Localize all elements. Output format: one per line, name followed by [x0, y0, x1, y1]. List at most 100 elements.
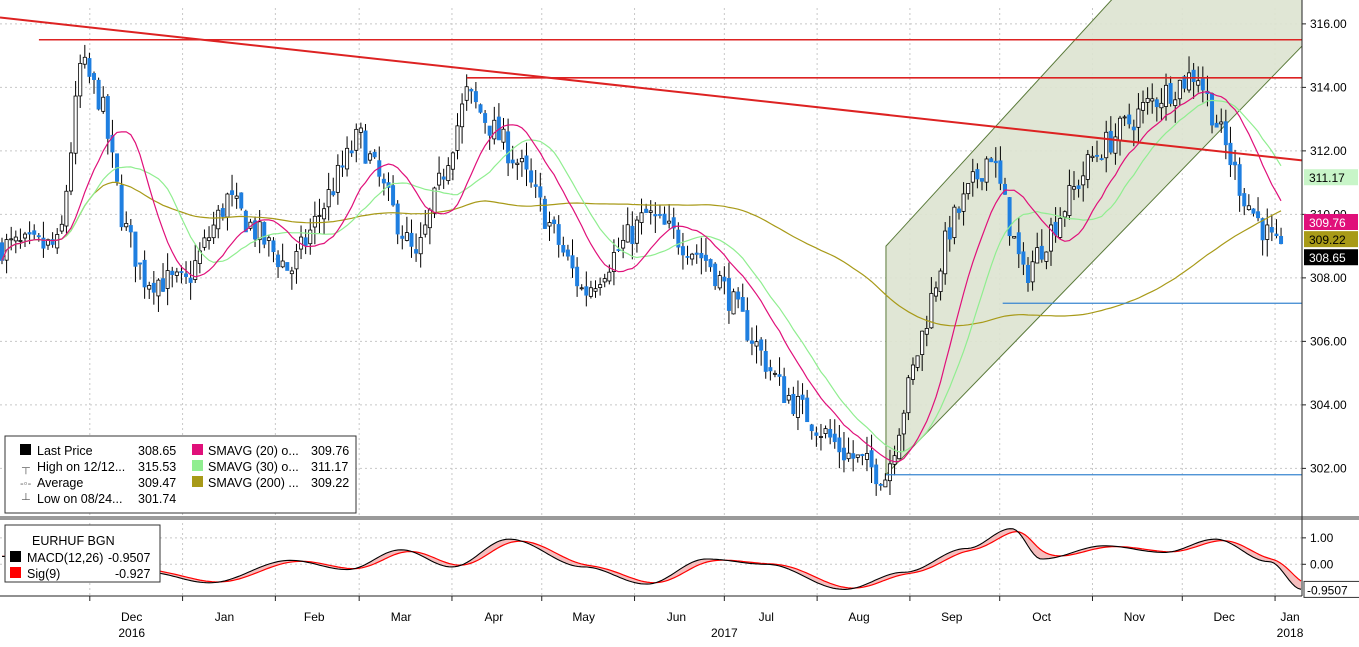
- candle-body: [768, 367, 773, 372]
- candle-body: [634, 219, 639, 244]
- candle-body: [956, 208, 961, 213]
- candle-body: [878, 483, 883, 486]
- candle-body: [1269, 227, 1274, 233]
- candle-body: [676, 229, 681, 248]
- candle-body: [492, 119, 497, 140]
- candle-body: [271, 240, 276, 253]
- candle-body: [717, 275, 722, 289]
- candle-body: [910, 364, 915, 380]
- macd-legend-value-macd: -0.9507: [108, 551, 150, 565]
- candle-body: [897, 434, 902, 460]
- macd-layer: [2, 528, 1302, 590]
- candle-body: [611, 252, 616, 272]
- candle-body: [1210, 93, 1215, 126]
- candle-body: [335, 164, 340, 193]
- candle-body: [726, 278, 731, 311]
- candle-body: [220, 208, 225, 217]
- candle-body: [924, 328, 929, 335]
- candle-body: [478, 104, 483, 113]
- candle-body: [312, 215, 317, 228]
- candle-body: [625, 224, 630, 243]
- candle-body: [418, 237, 423, 255]
- candle-body: [450, 152, 455, 170]
- legend-average-icon: -◦-: [20, 478, 32, 490]
- candle-body: [630, 225, 635, 245]
- candle-body: [101, 96, 106, 112]
- year-label-2018: 2018: [1277, 626, 1304, 640]
- price-legend-box: [4, 435, 357, 514]
- candle-body: [188, 277, 193, 283]
- candle-body: [82, 56, 87, 65]
- candle-body: [501, 128, 506, 143]
- macd-legend-swatch-macd: [10, 551, 21, 562]
- candle-body: [1131, 126, 1136, 131]
- candle-body: [55, 234, 60, 249]
- candle-body: [363, 130, 368, 164]
- candle-body: [961, 193, 966, 212]
- candle-body: [1168, 83, 1173, 104]
- price-label-box-0: [1304, 169, 1358, 186]
- y-tick-label-5: 312.00: [1310, 144, 1347, 158]
- candle-body: [225, 193, 230, 218]
- candle-body: [657, 214, 662, 216]
- candle-body: [1246, 205, 1251, 211]
- candle-body: [87, 58, 92, 77]
- macd-last-label: -0.9507: [1307, 583, 1348, 597]
- candle-body: [138, 262, 143, 265]
- candle-body: [105, 96, 110, 139]
- macd-y-tick-label-0: 1.00: [1310, 531, 1334, 545]
- candle-body: [887, 463, 892, 482]
- candle-body: [984, 158, 989, 183]
- candle-body: [230, 190, 235, 195]
- candle-body: [303, 237, 308, 246]
- candle-body: [128, 225, 133, 233]
- candle-body: [349, 150, 354, 154]
- month-label-feb: Feb: [304, 610, 325, 624]
- candle-body: [943, 230, 948, 275]
- candle-body: [96, 79, 101, 110]
- candle-body: [644, 208, 649, 213]
- candle-body: [207, 237, 212, 241]
- candle-body: [46, 239, 51, 246]
- legend-swatch-sma200: [192, 476, 203, 487]
- candle-body: [1099, 158, 1104, 160]
- candle-body: [1223, 121, 1228, 146]
- candle-body: [621, 239, 626, 249]
- candle-body: [1260, 218, 1265, 241]
- candle-body: [671, 217, 676, 229]
- levels-layer: [0, 16, 1303, 476]
- candle-body: [713, 263, 718, 287]
- month-label-jan: Jan: [215, 610, 234, 624]
- candle-body: [460, 103, 465, 128]
- candle-body: [156, 279, 161, 297]
- candle-body: [358, 127, 363, 133]
- candle-body: [326, 189, 331, 208]
- macd-legend-value-signal: -0.927: [115, 567, 150, 581]
- candle-body: [736, 291, 741, 300]
- legend-value-low: 301.74: [138, 492, 176, 506]
- candle-body: [202, 237, 207, 248]
- candle-body: [662, 213, 667, 225]
- candle-body: [9, 238, 14, 241]
- candle-body: [901, 412, 906, 435]
- candle-body: [1090, 155, 1095, 159]
- candle-body: [372, 151, 377, 158]
- candle-body: [1191, 69, 1196, 82]
- candle-body: [745, 310, 750, 341]
- candle-body: [639, 212, 644, 223]
- candle-body: [59, 223, 64, 232]
- candle-body: [828, 429, 833, 438]
- candle-body: [979, 178, 984, 182]
- price-label-2: 309.22: [1309, 233, 1346, 247]
- candle-body: [1067, 185, 1072, 216]
- candle-body: [593, 288, 598, 292]
- candle-body: [234, 195, 239, 199]
- candle-body: [1044, 251, 1049, 262]
- candle-body: [1016, 232, 1021, 255]
- candle-body: [1035, 247, 1040, 264]
- candle-body: [777, 374, 782, 377]
- candle-body: [1150, 98, 1155, 102]
- candle-body: [791, 393, 796, 415]
- price-label-box-3: [1304, 249, 1358, 266]
- year-label-2016: 2016: [118, 626, 145, 640]
